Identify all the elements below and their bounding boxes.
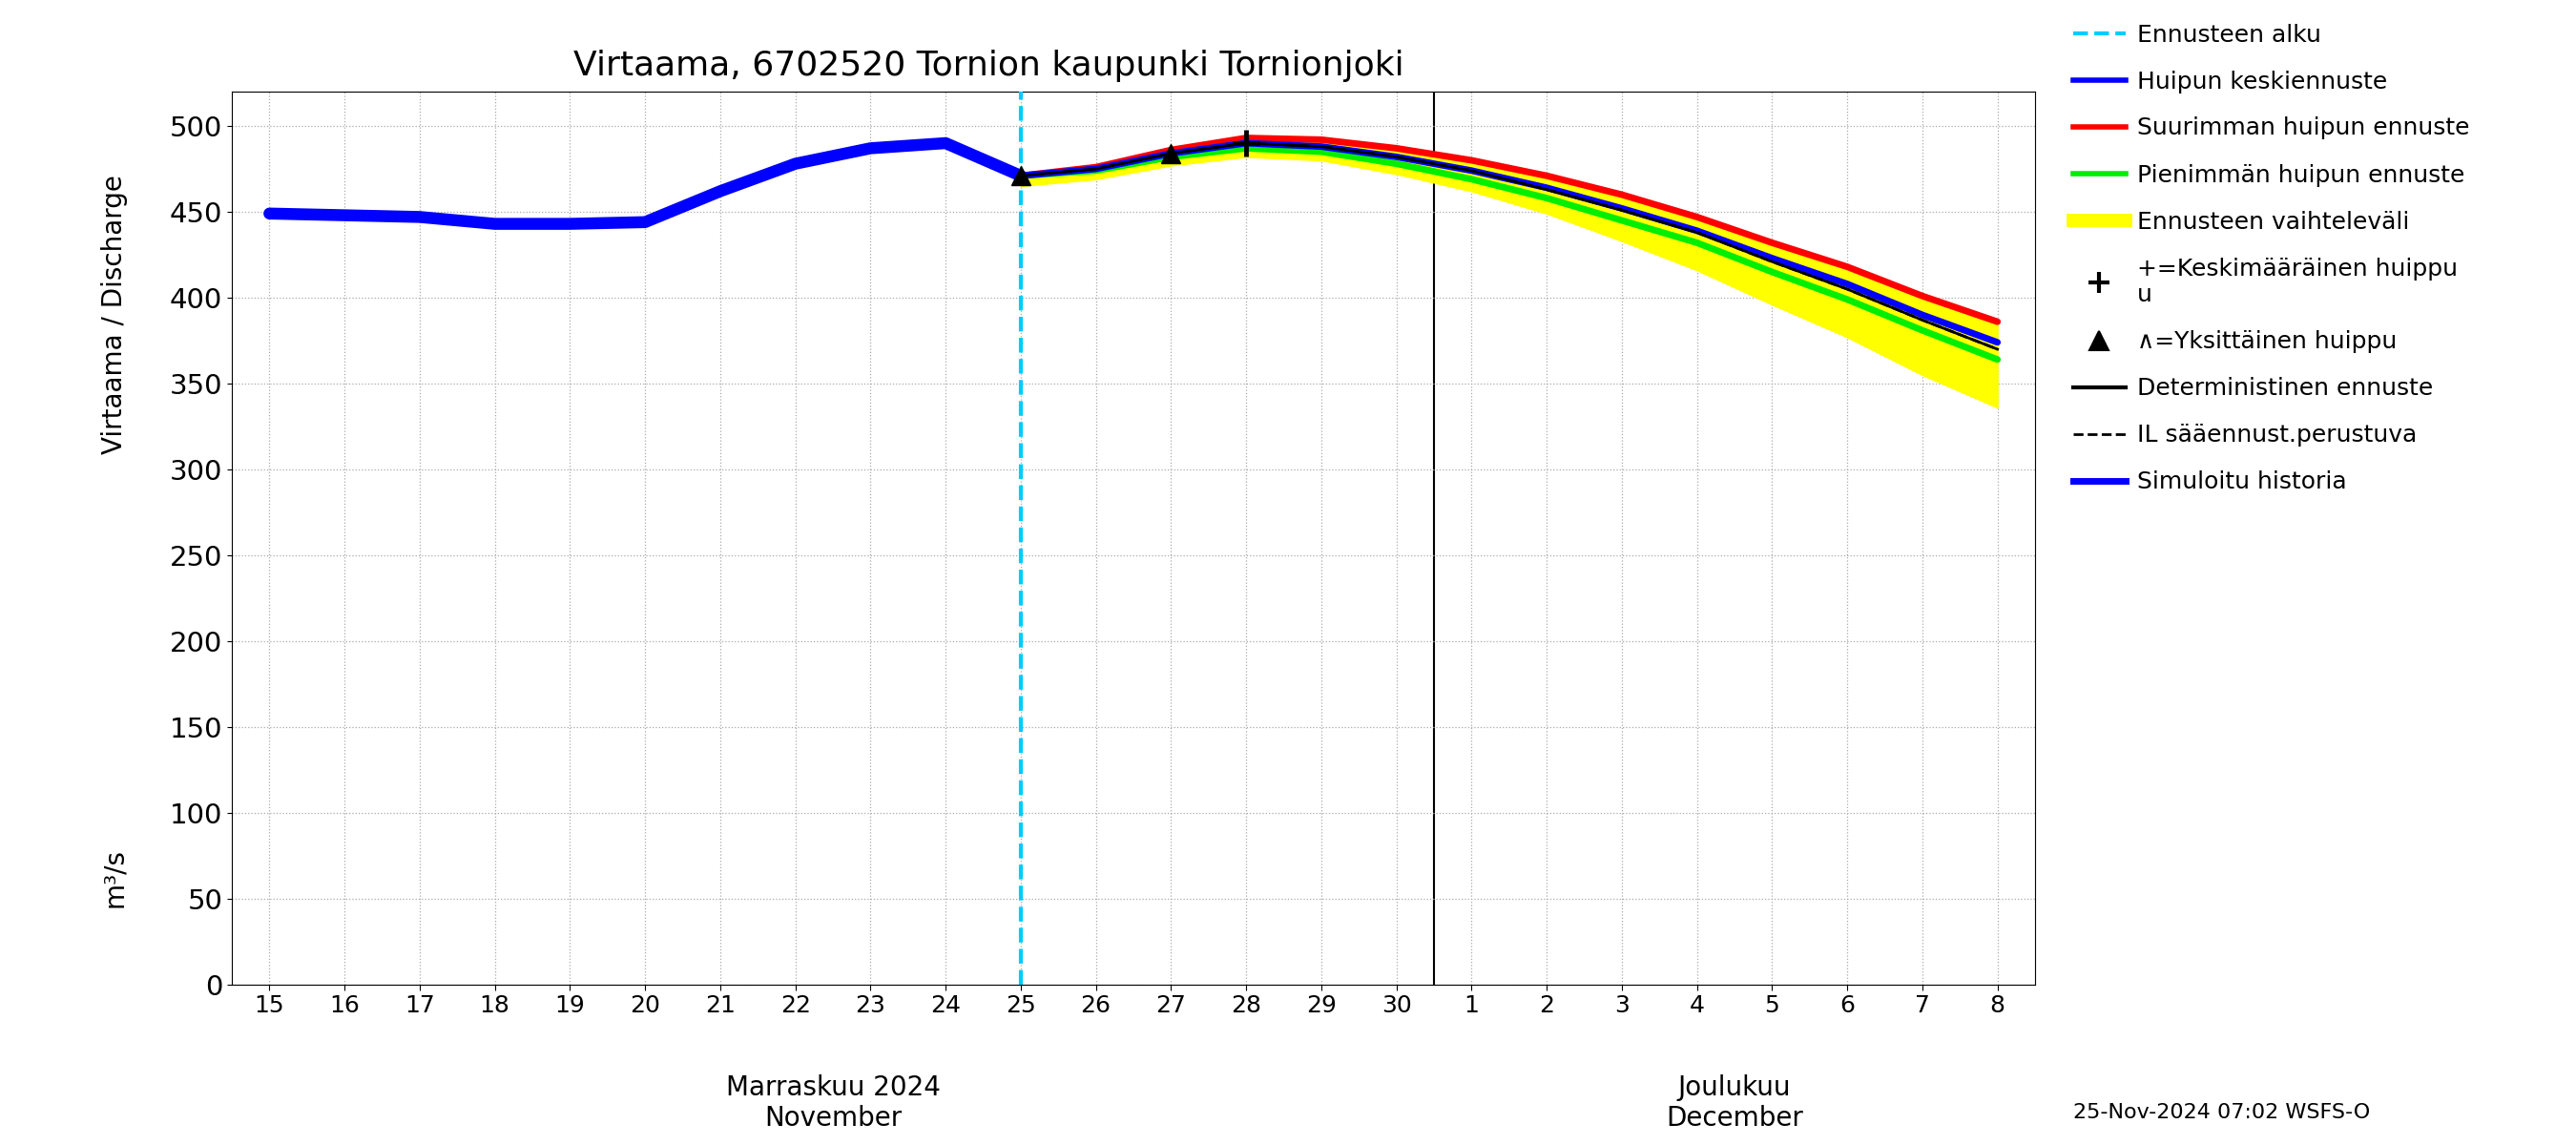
Text: Virtaama / Discharge: Virtaama / Discharge [100,175,129,455]
Text: 25-Nov-2024 07:02 WSFS-O: 25-Nov-2024 07:02 WSFS-O [2074,1103,2370,1122]
Text: Joulukuu
December: Joulukuu December [1667,1074,1803,1131]
Text: m³/s: m³/s [100,848,129,907]
Legend: Ennusteen alku, Huipun keskiennuste, Suurimman huipun ennuste, Pienimmän huipun : Ennusteen alku, Huipun keskiennuste, Suu… [2074,23,2470,493]
Title: Virtaama, 6702520 Tornion kaupunki Tornionjoki: Virtaama, 6702520 Tornion kaupunki Torni… [574,50,1404,82]
Text: Marraskuu 2024
November: Marraskuu 2024 November [726,1074,940,1131]
